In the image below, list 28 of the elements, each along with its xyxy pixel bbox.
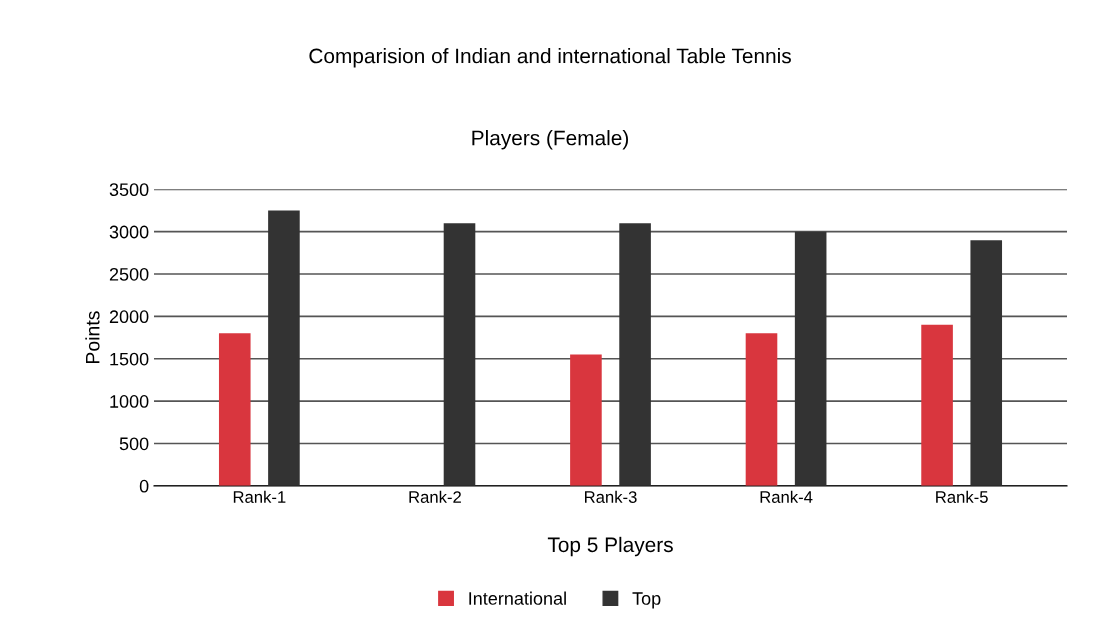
bar <box>970 240 1003 486</box>
chart-subtitle: Players (Female) <box>472 130 629 150</box>
x-tick-label: Rank-4 <box>760 490 813 503</box>
y-tick-label: 500 <box>119 437 149 451</box>
x-tick-label: Rank-1 <box>233 490 286 503</box>
bar <box>268 210 300 486</box>
y-tick-label: 1000 <box>110 395 149 408</box>
bar <box>794 231 827 486</box>
x-tick-label: Rank-3 <box>585 490 637 503</box>
x-tick-label: Rank-5 <box>936 490 988 503</box>
bar <box>745 333 778 486</box>
y-tick-label: 1500 <box>110 352 149 366</box>
bar <box>443 223 476 486</box>
bar <box>921 324 953 486</box>
y-tick-label: 2500 <box>109 267 149 281</box>
y-tick-label: 2000 <box>109 310 149 324</box>
y-axis-title: Points <box>85 311 100 364</box>
y-tick-label: 0 <box>139 479 149 493</box>
y-tick-label: 3500 <box>109 183 149 197</box>
chart-title: Comparision of Indian and international Table Tennis <box>309 48 791 68</box>
bar <box>218 333 251 486</box>
legend-label: International <box>469 591 566 605</box>
y-tick-label: 3000 <box>109 225 149 239</box>
legend-label: Top <box>632 592 661 609</box>
bar <box>570 354 602 486</box>
x-tick-label: Rank-2 <box>409 490 461 503</box>
x-axis-title: Top 5 Players <box>547 536 673 557</box>
bar <box>619 223 651 486</box>
